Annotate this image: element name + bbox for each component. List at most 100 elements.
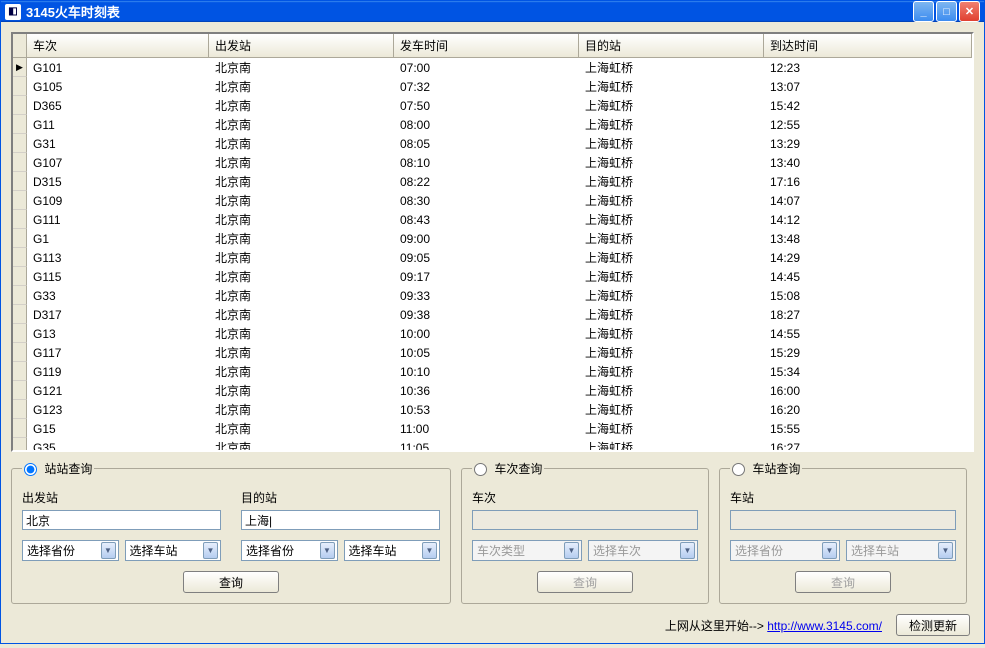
- table-row[interactable]: G115北京南09:17上海虹桥14:45: [13, 267, 972, 286]
- train-type-select: 车次类型▼: [472, 540, 582, 561]
- station-query-legend[interactable]: 站站查询: [22, 460, 94, 477]
- col-destination[interactable]: 目的站: [579, 34, 764, 57]
- cell: G117: [27, 344, 209, 362]
- table-row[interactable]: G109北京南08:30上海虹桥14:07: [13, 191, 972, 210]
- cell: 15:42: [764, 97, 972, 115]
- cell: 08:30: [394, 192, 579, 210]
- cell: 北京南: [209, 133, 394, 154]
- cell: G31: [27, 135, 209, 153]
- grid-body[interactable]: ▶G101北京南07:00上海虹桥12:23G105北京南07:32上海虹桥13…: [13, 58, 972, 450]
- table-row[interactable]: G31北京南08:05上海虹桥13:29: [13, 134, 972, 153]
- cell: 上海虹桥: [579, 342, 764, 363]
- destination-province-select[interactable]: 选择省份▼: [241, 540, 338, 561]
- table-row[interactable]: D315北京南08:22上海虹桥17:16: [13, 172, 972, 191]
- row-indicator: [13, 172, 27, 191]
- cell: 北京南: [209, 361, 394, 382]
- cell: G13: [27, 325, 209, 343]
- cell: 10:53: [394, 401, 579, 419]
- table-row[interactable]: G1北京南09:00上海虹桥13:48: [13, 229, 972, 248]
- cell: 16:00: [764, 382, 972, 400]
- cell: 北京南: [209, 418, 394, 439]
- close-button[interactable]: ✕: [959, 1, 980, 22]
- cell: 北京南: [209, 190, 394, 211]
- minimize-button[interactable]: _: [913, 1, 934, 22]
- cell: 13:48: [764, 230, 972, 248]
- cell: 13:07: [764, 78, 972, 96]
- destination-input[interactable]: [241, 510, 440, 530]
- station-query-panel: 站站查询 出发站 选择省份▼ 选择车站▼ 目的站: [11, 460, 451, 604]
- cell: G105: [27, 78, 209, 96]
- cell: 上海虹桥: [579, 152, 764, 173]
- row-indicator: [13, 400, 27, 419]
- row-indicator: [13, 210, 27, 229]
- maximize-button[interactable]: □: [936, 1, 957, 22]
- cell: 北京南: [209, 285, 394, 306]
- row-indicator: [13, 305, 27, 324]
- departure-station-select[interactable]: 选择车站▼: [125, 540, 222, 561]
- table-row[interactable]: G117北京南10:05上海虹桥15:29: [13, 343, 972, 362]
- check-update-button[interactable]: 检测更新: [896, 614, 970, 636]
- cell: G123: [27, 401, 209, 419]
- col-arrive-time[interactable]: 到达时间: [764, 34, 972, 57]
- row-indicator: [13, 419, 27, 438]
- cell: 上海虹桥: [579, 133, 764, 154]
- station-query-radio[interactable]: [24, 463, 37, 476]
- train-query-radio[interactable]: [474, 463, 487, 476]
- col-departure[interactable]: 出发站: [209, 34, 394, 57]
- titlebar: ◧ 3145火车时刻表 _ □ ✕: [1, 1, 984, 22]
- stop-query-radio[interactable]: [732, 463, 745, 476]
- table-row[interactable]: G119北京南10:10上海虹桥15:34: [13, 362, 972, 381]
- table-row[interactable]: G15北京南11:00上海虹桥15:55: [13, 419, 972, 438]
- cell: 上海虹桥: [579, 228, 764, 249]
- table-row[interactable]: ▶G101北京南07:00上海虹桥12:23: [13, 58, 972, 77]
- table-row[interactable]: G35北京南11:05上海虹桥16:27: [13, 438, 972, 450]
- col-depart-time[interactable]: 发车时间: [394, 34, 579, 57]
- cell: 11:00: [394, 420, 579, 438]
- cell: 上海虹桥: [579, 171, 764, 192]
- cell: 16:20: [764, 401, 972, 419]
- table-row[interactable]: G105北京南07:32上海虹桥13:07: [13, 77, 972, 96]
- stop-station-label: 车站: [730, 489, 956, 506]
- window-title: 3145火车时刻表: [26, 2, 913, 21]
- destination-station-select[interactable]: 选择车站▼: [344, 540, 441, 561]
- table-row[interactable]: G121北京南10:36上海虹桥16:00: [13, 381, 972, 400]
- table-row[interactable]: G11北京南08:00上海虹桥12:55: [13, 115, 972, 134]
- cell: 上海虹桥: [579, 437, 764, 450]
- table-row[interactable]: G13北京南10:00上海虹桥14:55: [13, 324, 972, 343]
- table-row[interactable]: G113北京南09:05上海虹桥14:29: [13, 248, 972, 267]
- departure-input[interactable]: [22, 510, 221, 530]
- station-query-button[interactable]: 查询: [183, 571, 279, 593]
- table-row[interactable]: G107北京南08:10上海虹桥13:40: [13, 153, 972, 172]
- footer-link[interactable]: http://www.3145.com/: [767, 619, 882, 633]
- departure-province-select[interactable]: 选择省份▼: [22, 540, 119, 561]
- cell: 北京南: [209, 152, 394, 173]
- table-row[interactable]: D365北京南07:50上海虹桥15:42: [13, 96, 972, 115]
- train-query-legend[interactable]: 车次查询: [472, 460, 544, 477]
- table-row[interactable]: G123北京南10:53上海虹桥16:20: [13, 400, 972, 419]
- cell: 07:50: [394, 97, 579, 115]
- table-row[interactable]: G33北京南09:33上海虹桥15:08: [13, 286, 972, 305]
- client-area: 车次 出发站 发车时间 目的站 到达时间 ▶G101北京南07:00上海虹桥12…: [1, 22, 984, 648]
- cell: G107: [27, 154, 209, 172]
- cell: 09:05: [394, 249, 579, 267]
- train-number-select: 选择车次▼: [588, 540, 698, 561]
- cell: 09:33: [394, 287, 579, 305]
- row-indicator: [13, 153, 27, 172]
- cell: 13:40: [764, 154, 972, 172]
- train-query-legend-text: 车次查询: [494, 462, 542, 476]
- cell: 上海虹桥: [579, 266, 764, 287]
- app-window: ◧ 3145火车时刻表 _ □ ✕ 车次 出发站 发车时间 目的站 到达时间 ▶…: [0, 0, 985, 644]
- grid-header: 车次 出发站 发车时间 目的站 到达时间: [13, 34, 972, 58]
- train-label: 车次: [472, 489, 698, 506]
- cell: G113: [27, 249, 209, 267]
- table-row[interactable]: D317北京南09:38上海虹桥18:27: [13, 305, 972, 324]
- cell: 上海虹桥: [579, 285, 764, 306]
- col-train-no[interactable]: 车次: [27, 34, 209, 57]
- cell: 上海虹桥: [579, 399, 764, 420]
- stop-query-legend[interactable]: 车站查询: [730, 460, 802, 477]
- cell: G115: [27, 268, 209, 286]
- app-icon: ◧: [5, 4, 21, 20]
- cell: D315: [27, 173, 209, 191]
- footer-text: 上网从这里开始--> http://www.3145.com/: [665, 617, 882, 634]
- table-row[interactable]: G111北京南08:43上海虹桥14:12: [13, 210, 972, 229]
